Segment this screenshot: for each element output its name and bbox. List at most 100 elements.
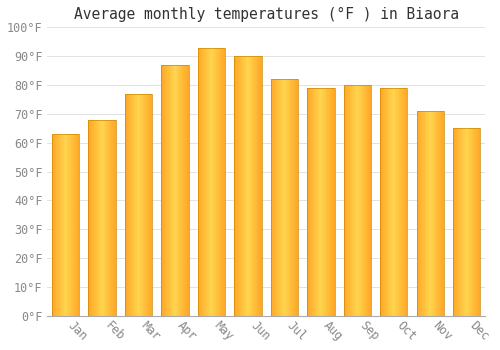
Bar bbox=[214, 48, 215, 316]
Bar bbox=[75, 134, 76, 316]
Bar bbox=[349, 85, 350, 316]
Bar bbox=[241, 56, 242, 316]
Bar bbox=[235, 56, 236, 316]
Bar bbox=[111, 120, 112, 316]
Bar bbox=[420, 111, 421, 316]
Bar bbox=[224, 48, 225, 316]
Bar bbox=[240, 56, 241, 316]
Bar bbox=[328, 88, 329, 316]
Bar bbox=[109, 120, 110, 316]
Bar bbox=[103, 120, 104, 316]
Bar bbox=[327, 88, 328, 316]
Bar bbox=[187, 65, 188, 316]
Bar bbox=[380, 88, 407, 316]
Bar bbox=[169, 65, 170, 316]
Bar bbox=[92, 120, 93, 316]
Bar bbox=[353, 85, 354, 316]
Bar bbox=[79, 134, 80, 316]
Bar bbox=[144, 94, 145, 316]
Bar bbox=[475, 128, 476, 316]
Bar bbox=[282, 79, 284, 316]
Bar bbox=[457, 128, 458, 316]
Bar bbox=[426, 111, 427, 316]
Bar bbox=[207, 48, 208, 316]
Bar bbox=[53, 134, 54, 316]
Bar bbox=[259, 56, 260, 316]
Bar bbox=[365, 85, 366, 316]
Bar bbox=[459, 128, 460, 316]
Bar bbox=[358, 85, 359, 316]
Bar bbox=[390, 88, 391, 316]
Bar bbox=[310, 88, 311, 316]
Bar bbox=[404, 88, 405, 316]
Bar bbox=[162, 65, 188, 316]
Bar bbox=[324, 88, 325, 316]
Bar bbox=[186, 65, 187, 316]
Bar bbox=[472, 128, 473, 316]
Bar bbox=[352, 85, 353, 316]
Bar bbox=[309, 88, 310, 316]
Bar bbox=[440, 111, 441, 316]
Bar bbox=[99, 120, 100, 316]
Bar bbox=[94, 120, 95, 316]
Bar bbox=[292, 79, 293, 316]
Bar bbox=[234, 56, 262, 316]
Bar bbox=[270, 79, 272, 316]
Bar bbox=[474, 128, 475, 316]
Bar bbox=[252, 56, 253, 316]
Bar bbox=[88, 120, 89, 316]
Bar bbox=[307, 88, 308, 316]
Bar bbox=[312, 88, 313, 316]
Bar bbox=[382, 88, 383, 316]
Bar bbox=[246, 56, 247, 316]
Bar bbox=[198, 48, 199, 316]
Bar bbox=[467, 128, 468, 316]
Bar bbox=[254, 56, 255, 316]
Bar bbox=[98, 120, 99, 316]
Bar bbox=[311, 88, 312, 316]
Bar bbox=[367, 85, 368, 316]
Bar bbox=[289, 79, 290, 316]
Bar bbox=[357, 85, 358, 316]
Bar bbox=[284, 79, 285, 316]
Bar bbox=[166, 65, 167, 316]
Bar bbox=[270, 79, 298, 316]
Bar bbox=[251, 56, 252, 316]
Bar bbox=[456, 128, 457, 316]
Bar bbox=[69, 134, 70, 316]
Bar bbox=[238, 56, 239, 316]
Bar bbox=[285, 79, 286, 316]
Bar bbox=[178, 65, 179, 316]
Bar bbox=[330, 88, 331, 316]
Bar bbox=[143, 94, 144, 316]
Bar bbox=[437, 111, 438, 316]
Bar bbox=[175, 65, 176, 316]
Bar bbox=[112, 120, 113, 316]
Bar bbox=[364, 85, 365, 316]
Bar bbox=[77, 134, 78, 316]
Bar bbox=[106, 120, 107, 316]
Bar bbox=[428, 111, 429, 316]
Bar bbox=[347, 85, 348, 316]
Bar bbox=[344, 85, 346, 316]
Bar bbox=[173, 65, 174, 316]
Bar bbox=[261, 56, 262, 316]
Bar bbox=[168, 65, 169, 316]
Bar bbox=[147, 94, 148, 316]
Bar bbox=[291, 79, 292, 316]
Bar bbox=[164, 65, 165, 316]
Bar bbox=[113, 120, 114, 316]
Bar bbox=[466, 128, 467, 316]
Bar bbox=[131, 94, 132, 316]
Bar bbox=[313, 88, 314, 316]
Bar bbox=[260, 56, 261, 316]
Bar bbox=[395, 88, 396, 316]
Bar bbox=[296, 79, 297, 316]
Bar bbox=[177, 65, 178, 316]
Bar bbox=[431, 111, 432, 316]
Bar bbox=[132, 94, 133, 316]
Bar bbox=[221, 48, 222, 316]
Bar bbox=[356, 85, 357, 316]
Bar bbox=[463, 128, 464, 316]
Bar bbox=[370, 85, 371, 316]
